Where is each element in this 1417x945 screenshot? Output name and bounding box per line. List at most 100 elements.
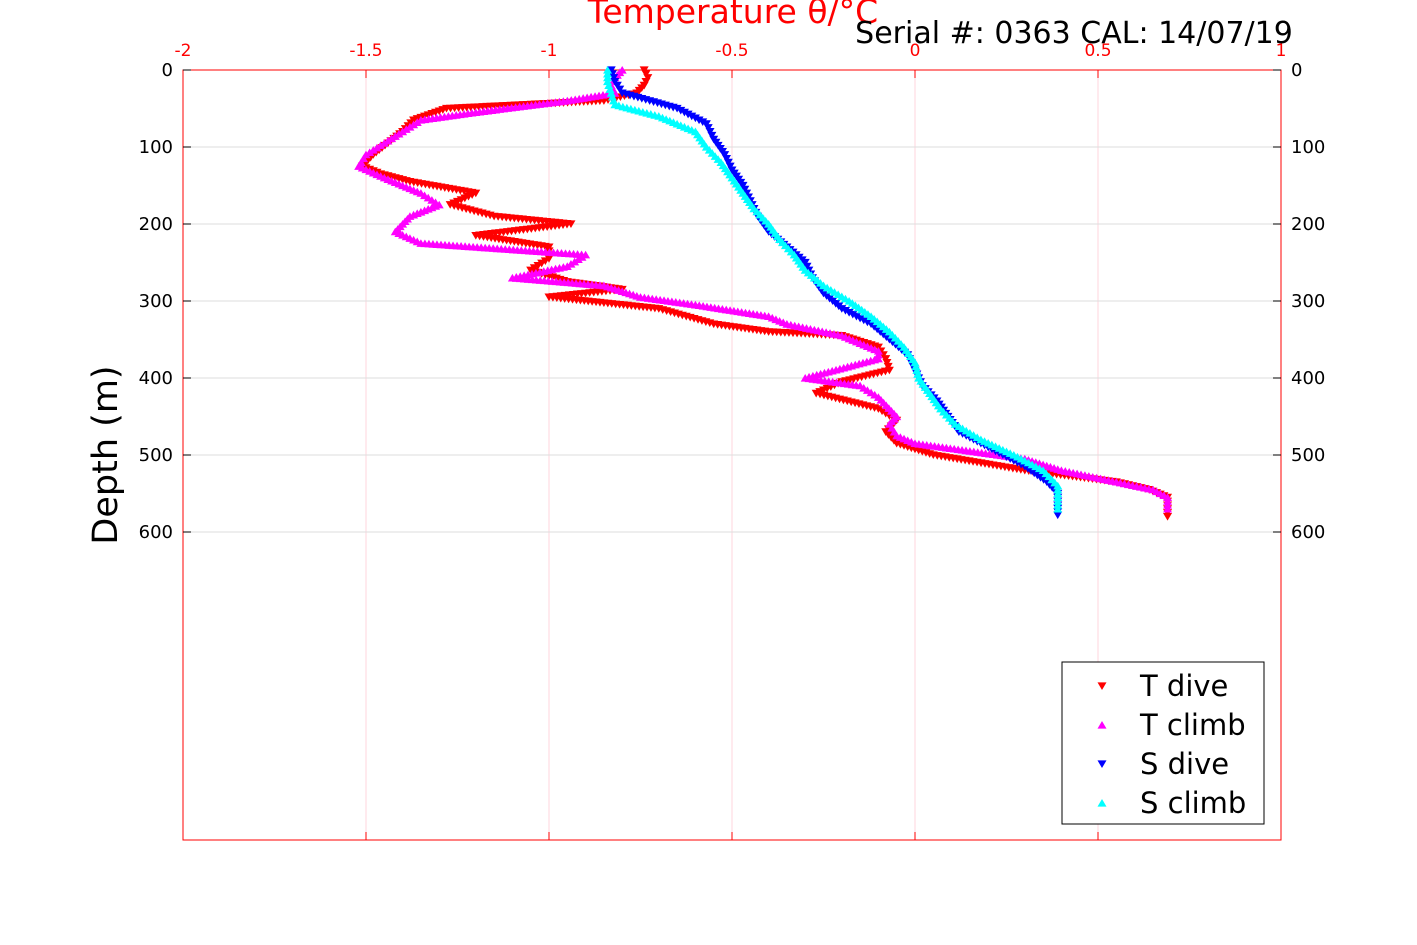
data-point [1163,493,1173,501]
legend-label: T dive [1139,669,1228,703]
legend-label: S climb [1140,786,1246,820]
data-point [1053,497,1063,505]
y-tick-label-left: 200 [139,214,173,235]
data-point [844,308,854,317]
data-point [802,262,812,271]
y-tick-label-right: 600 [1291,522,1325,543]
x-tick-label: -2 [175,41,192,61]
legend-box [1061,661,1265,825]
data-point [910,358,920,367]
series-s-climb [603,65,1063,513]
data-point [1053,489,1063,498]
data-point [694,116,704,125]
data-point [1163,501,1173,509]
data-point [722,154,732,163]
legend: T dive T climb S dive S climb [1061,661,1265,825]
legend-marker [1097,720,1107,729]
data-point [1163,504,1173,513]
data-point [639,66,649,75]
data-point [881,355,891,363]
data-point [740,185,750,194]
x-tick-label: -1.5 [349,41,382,61]
data-point [738,181,748,190]
y-tick-label-left: 300 [139,291,173,312]
data-point [641,70,651,78]
y-tick-label-right: 500 [1291,445,1325,466]
data-point [544,243,554,252]
data-point [877,407,887,416]
data-point [912,366,922,374]
x-tick-label: -0.5 [715,41,748,61]
data-point [540,257,550,266]
data-point [615,85,625,94]
y-axis-label: Depth (m) [86,365,126,544]
data-point [687,112,697,121]
y-tick-label-left: 600 [139,522,173,543]
data-point [855,314,865,323]
x-tick-label: 0.5 [1084,41,1111,61]
series-t-climb [354,65,1173,513]
data-point [701,120,711,128]
data-point [873,350,883,359]
data-point [873,347,883,355]
data-point [1163,513,1173,521]
data-point [883,362,893,371]
data-point [690,114,700,123]
data-point [679,108,689,117]
data-point [610,77,620,86]
data-point [533,261,543,270]
data-point [1053,504,1063,513]
legend-label: T climb [1139,708,1246,742]
data-point [882,359,892,367]
data-point [544,255,554,263]
data-point [723,158,733,167]
data-point [612,81,622,90]
data-point [603,73,613,82]
data-point [725,162,735,171]
data-point [707,131,717,140]
legend-marker [1097,798,1107,807]
data-point [1053,485,1063,494]
y-tick-label-right: 200 [1291,214,1325,235]
data-point [800,258,810,267]
data-point [742,189,752,198]
y-tick-label-left: 0 [162,60,173,81]
data-point [848,310,858,319]
chart-title: Temperature θ/°C [587,0,878,31]
data-point [873,405,883,413]
data-point [641,77,651,86]
data-point [1053,511,1063,520]
y-tick-label-left: 500 [139,445,173,466]
data-point [609,74,619,82]
data-point [683,110,693,119]
y-tick-label-right: 100 [1291,137,1325,158]
data-point [1053,501,1063,509]
data-point [643,74,653,82]
legend-marker [1097,682,1107,691]
data-point [862,318,872,327]
data-point [913,370,923,378]
y-tick-label-left: 400 [139,368,173,389]
data-point [703,124,713,132]
y-tick-label-right: 300 [1291,291,1325,312]
x-tick-label: 0 [910,41,921,61]
data-point [911,362,921,371]
legend-marker [1097,760,1107,769]
data-point [720,151,730,159]
data-point [1053,493,1063,501]
data-markers [354,65,1173,521]
x-tick-label: -1 [541,41,558,61]
data-point [851,312,861,321]
legend-label: S dive [1140,747,1229,781]
data-point [698,118,708,127]
data-point [705,128,715,136]
data-point [837,305,847,313]
serial-calibration-label: Serial #: 0363 CAL: 14/07/19 [855,16,1293,51]
data-point [603,69,613,78]
data-point [1163,497,1173,505]
data-point [603,65,613,74]
data-point [606,66,616,75]
y-tick-label-right: 400 [1291,368,1325,389]
